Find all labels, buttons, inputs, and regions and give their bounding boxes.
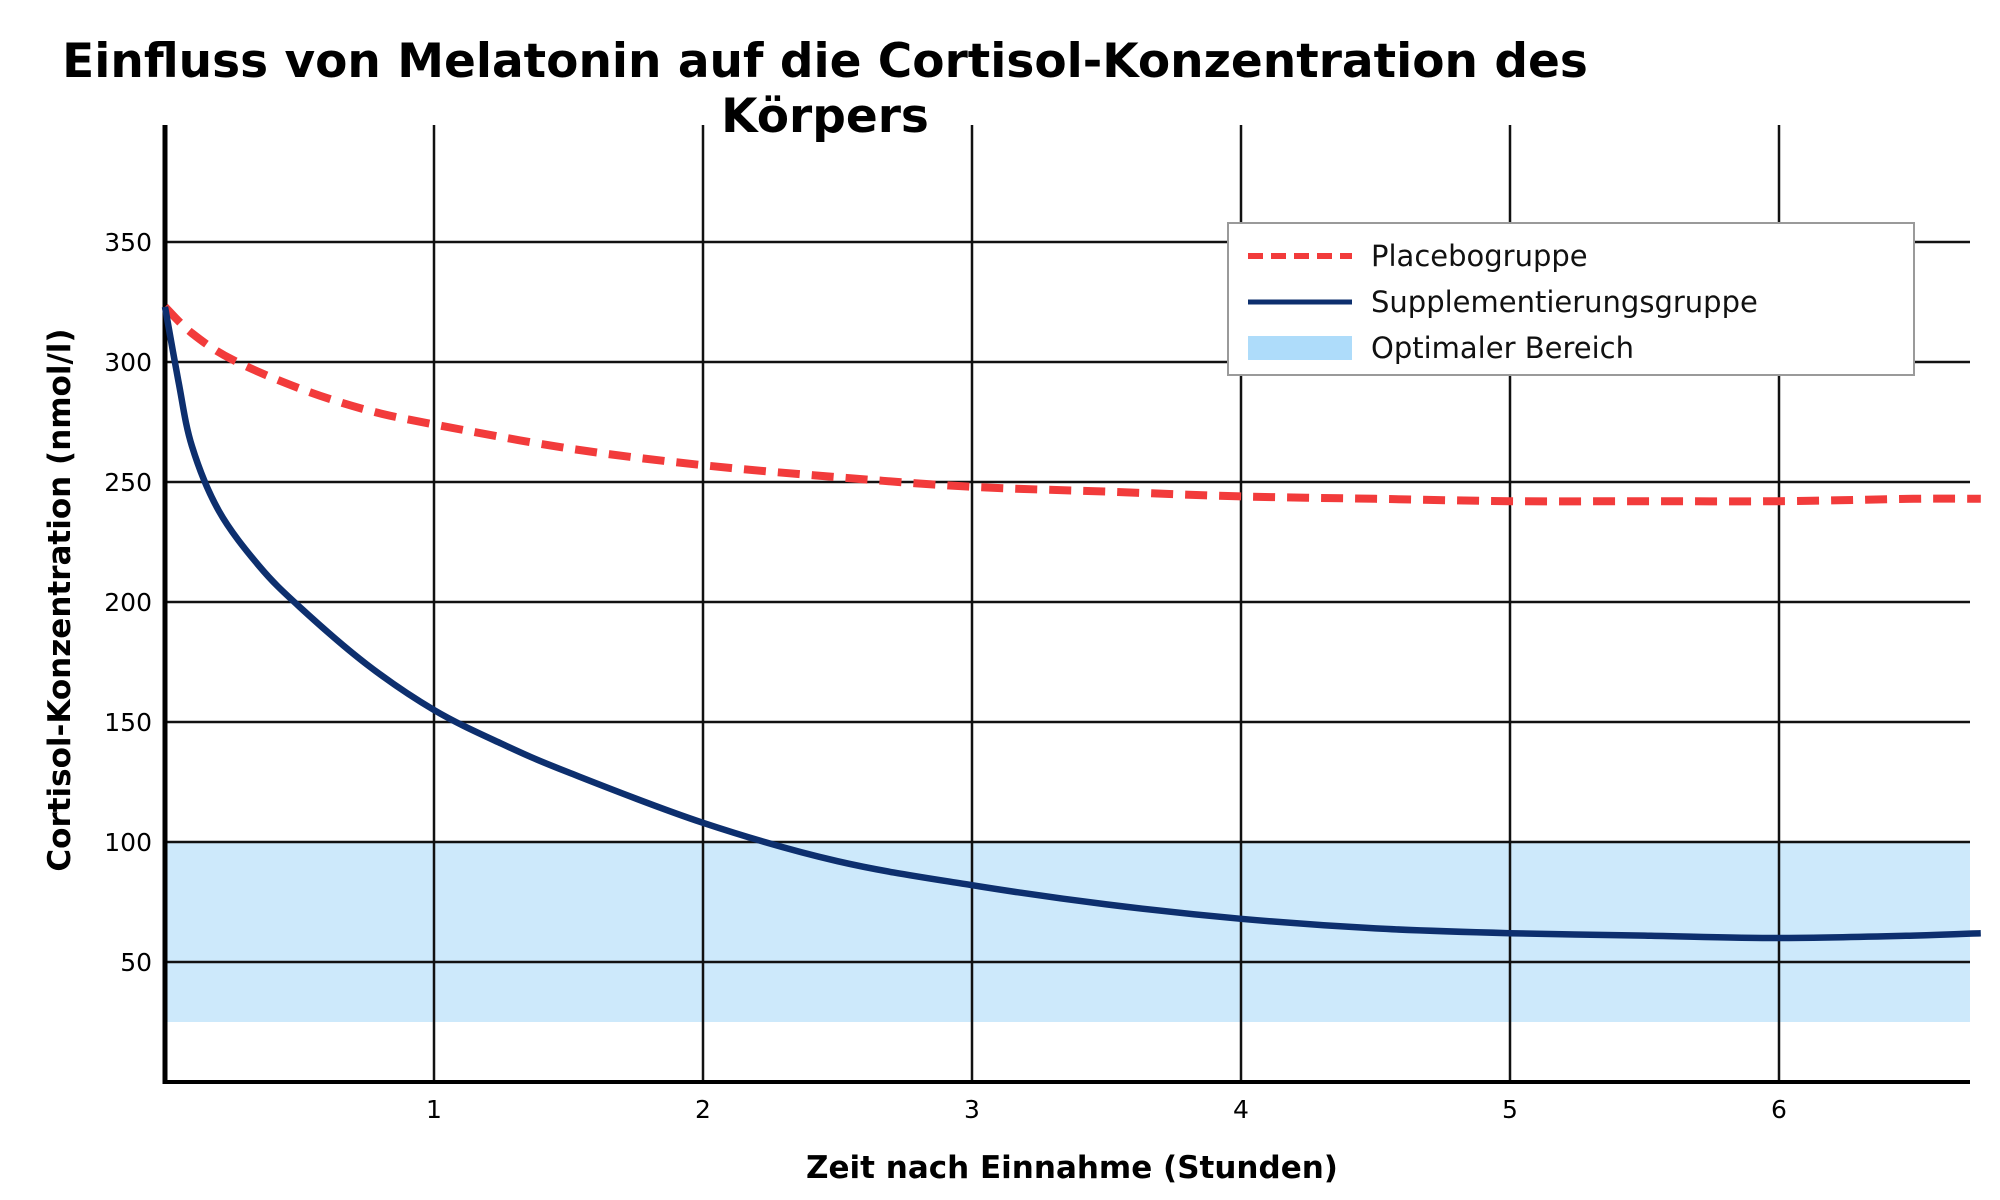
legend-label: Supplementierungsgruppe (1371, 285, 1758, 319)
legend-item-optimal-range: Optimaler Bereich (1248, 331, 1634, 365)
chart-title: Einfluss von Melatonin auf die Cortisol-… (62, 34, 1588, 144)
legend-item-supplement: Supplementierungsgruppe (1248, 285, 1758, 319)
x-tick-label: 6 (1771, 1095, 1787, 1124)
band-layer (165, 842, 1970, 1022)
series-layer (161, 303, 1981, 942)
x-tick-label: 5 (1502, 1095, 1518, 1124)
legend-item-placebo: Placebogruppe (1248, 239, 1588, 273)
supplement-series-line (161, 306, 1981, 942)
x-tick-label: 1 (426, 1095, 442, 1124)
legend-label: Placebogruppe (1371, 239, 1588, 273)
y-tick-label: 300 (104, 348, 152, 377)
legend-swatch-band (1248, 336, 1352, 360)
y-tick-label: 150 (104, 708, 152, 737)
optimal-range-band (165, 842, 1970, 1022)
y-axis-label: Cortisol-Konzentration (nmol/l) (42, 328, 78, 871)
y-tick-label: 100 (104, 828, 152, 857)
placebo-series-line (162, 303, 1981, 506)
x-axis-label: Zeit nach Einnahme (Stunden) (806, 1150, 1338, 1186)
y-tick-label: 50 (120, 948, 152, 977)
x-tick-label: 3 (964, 1095, 980, 1124)
y-tick-label: 200 (104, 588, 152, 617)
axis-layer (162, 125, 1970, 1084)
y-tick-label: 250 (104, 468, 152, 497)
legend: Placebogruppe Supplementierungsgruppe Opti… (1227, 222, 1915, 376)
x-tick-label: 4 (1233, 1095, 1249, 1124)
y-tick-label: 350 (104, 228, 152, 257)
tick-layer: 50 100 150 200 250 300 350 1 2 3 4 5 6 (104, 228, 1787, 1124)
x-tick-label: 2 (695, 1095, 711, 1124)
legend-label: Optimaler Bereich (1371, 331, 1634, 365)
